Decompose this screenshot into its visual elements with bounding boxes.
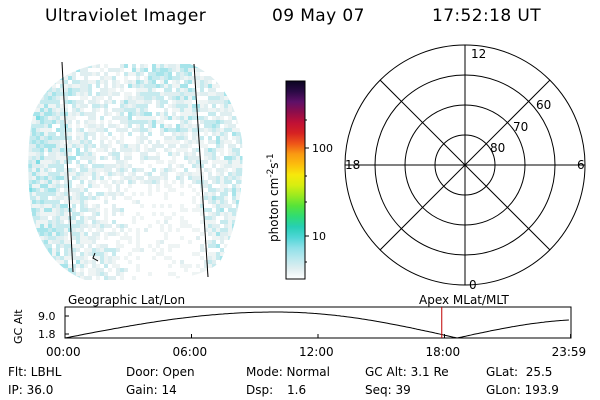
filter-info: Flt: LBHL xyxy=(8,365,62,379)
timeline-right-label: Apex MLat/MLT xyxy=(419,293,509,307)
gc-alt-info: GC Alt: 3.1 Re xyxy=(365,365,449,379)
timeline-ytick-label: 9.0 xyxy=(38,310,56,323)
colorbar-gradient xyxy=(285,80,306,280)
seq-info: Seq: 39 xyxy=(365,383,411,397)
colorbar-tick-label: 100 xyxy=(312,142,333,155)
mlt-label-12: 12 xyxy=(471,47,486,61)
altitude-curve xyxy=(64,311,569,339)
meridian-line-right xyxy=(193,63,209,278)
status-footer: Flt: LBHL IP: 36.0 Door: Open Gain: 14 M… xyxy=(8,365,559,397)
timeline-left-label: Geographic Lat/Lon xyxy=(68,293,185,307)
glon-info: GLon: 193.9 xyxy=(486,383,559,397)
observation-date: 09 May 07 xyxy=(272,6,365,26)
meridian-line-left xyxy=(61,61,74,273)
lat-label-80: 80 xyxy=(490,141,505,155)
timeline-axis-label: GC Alt xyxy=(12,309,25,344)
polar-grid-plot xyxy=(344,44,586,286)
timeline-ytick-label: 1.8 xyxy=(38,328,56,341)
lat-label-60: 60 xyxy=(536,98,551,112)
dsp-label: Dsp: xyxy=(246,383,273,397)
mlt-label-0: 0 xyxy=(469,278,477,292)
colorbar-tick-label: 10 xyxy=(312,230,326,243)
timeline-xtick-label: 00:00 xyxy=(46,345,81,359)
timeline-xtick-label: 23:59 xyxy=(552,345,587,359)
timeline-frame xyxy=(64,306,572,339)
ip-info: IP: 36.0 xyxy=(8,383,53,397)
lat-label-70: 70 xyxy=(513,120,528,134)
coastline-mark xyxy=(92,252,99,262)
mode-info: Mode: Normal xyxy=(246,365,330,379)
imager-title: Ultraviolet Imager xyxy=(45,6,207,26)
dsp-value: 1.6 xyxy=(287,383,306,397)
gain-info: Gain: 14 xyxy=(126,383,177,397)
door-info: Door: Open xyxy=(126,365,195,379)
timeline-xtick-label: 18:00 xyxy=(426,345,461,359)
timeline-xtick-label: 12:00 xyxy=(299,345,334,359)
colorbar-unit-label: photon cm-2s-1 xyxy=(266,153,281,242)
mlt-label-6: 6 xyxy=(577,158,585,172)
timeline-xtick-label: 06:00 xyxy=(173,345,208,359)
glat-info: GLat: 25.5 xyxy=(486,365,552,379)
mlt-label-18: 18 xyxy=(345,158,360,172)
auroral-image xyxy=(28,61,243,280)
colorbar: 100 10 photon cm-2s-1 xyxy=(266,80,333,280)
observation-time: 17:52:18 UT xyxy=(432,6,541,26)
orbit-timeline: Geographic Lat/Lon Apex MLat/MLT 9.0 1.8… xyxy=(12,293,586,359)
